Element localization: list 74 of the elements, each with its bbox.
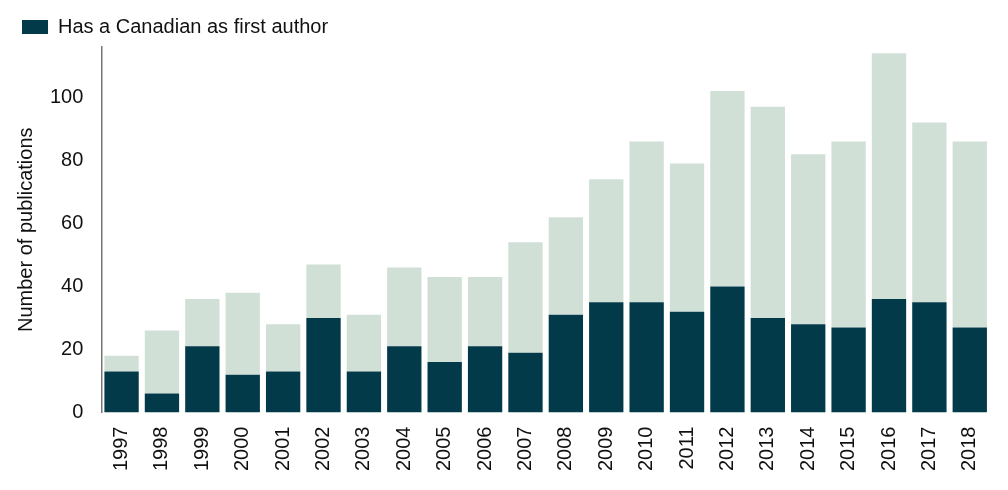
bar (750, 317, 785, 413)
bar (791, 154, 826, 325)
bar (710, 91, 745, 287)
bar (548, 314, 584, 413)
bar (265, 371, 301, 413)
y-tick-label: 40 (61, 273, 84, 296)
bar (629, 302, 664, 413)
bar (185, 299, 220, 347)
x-tick-label: 2016 (876, 426, 899, 472)
x-tick-label: 2006 (472, 426, 495, 472)
x-tick-label: 1997 (109, 426, 132, 472)
bar (346, 314, 382, 372)
x-tick-label: 2009 (593, 426, 616, 472)
bar (508, 352, 543, 413)
bar (144, 330, 180, 394)
bar (952, 141, 987, 328)
bar (346, 371, 382, 413)
x-tick-label: 2013 (755, 426, 778, 472)
x-tick-label: 2011 (674, 426, 697, 470)
bar (791, 324, 826, 413)
bar (589, 179, 624, 303)
bar (144, 393, 180, 413)
bar (467, 277, 503, 347)
bar (104, 371, 139, 413)
y-tick-label: 100 (49, 84, 84, 107)
bar (225, 374, 260, 413)
bar (387, 267, 422, 347)
x-tick-label: 2004 (391, 426, 414, 472)
x-tick-label: 2007 (512, 426, 535, 472)
bar (306, 264, 341, 318)
bar (427, 362, 462, 413)
bar (467, 346, 503, 413)
bar (871, 53, 907, 300)
bar (750, 106, 785, 318)
y-tick-label: 20 (61, 337, 84, 359)
bar (831, 141, 866, 328)
bar (952, 327, 987, 413)
x-tick-label: 2005 (432, 426, 455, 472)
x-tick-label: 2014 (795, 426, 818, 472)
bar (306, 317, 341, 413)
x-tick-label: 2015 (836, 426, 859, 472)
x-tick-label: 2002 (311, 426, 334, 472)
bar (508, 242, 543, 353)
bar (548, 217, 584, 315)
bar (427, 277, 462, 363)
x-tick-label: 2012 (714, 426, 737, 472)
bar (185, 346, 220, 413)
x-tick-label: 2000 (230, 426, 253, 472)
x-tick-label: 1999 (189, 426, 212, 472)
bar (710, 286, 745, 413)
bar (912, 122, 947, 303)
bar (589, 302, 624, 413)
bar (871, 299, 907, 413)
x-tick-label: 2010 (634, 426, 657, 472)
bar (629, 141, 664, 303)
x-tick-label: 2003 (351, 426, 374, 472)
bar (225, 292, 260, 375)
y-tick-label: 0 (72, 400, 84, 423)
x-tick-label: 2008 (553, 426, 576, 472)
x-tick-label: 2017 (916, 426, 939, 472)
x-tick-label: 2001 (270, 426, 293, 472)
bar (912, 302, 947, 413)
bar (669, 163, 705, 312)
y-tick-label: 60 (61, 210, 84, 233)
bar (387, 346, 422, 413)
bar (104, 355, 139, 372)
legend-label: Has a Canadian as first author (58, 14, 329, 37)
bar (669, 311, 705, 413)
x-tick-label: 1998 (149, 426, 172, 472)
y-axis-title: Number of publications (13, 127, 36, 333)
bar (265, 324, 301, 372)
x-tick-label: 2018 (957, 426, 980, 472)
bar (831, 327, 866, 413)
y-tick-label: 80 (61, 147, 84, 170)
